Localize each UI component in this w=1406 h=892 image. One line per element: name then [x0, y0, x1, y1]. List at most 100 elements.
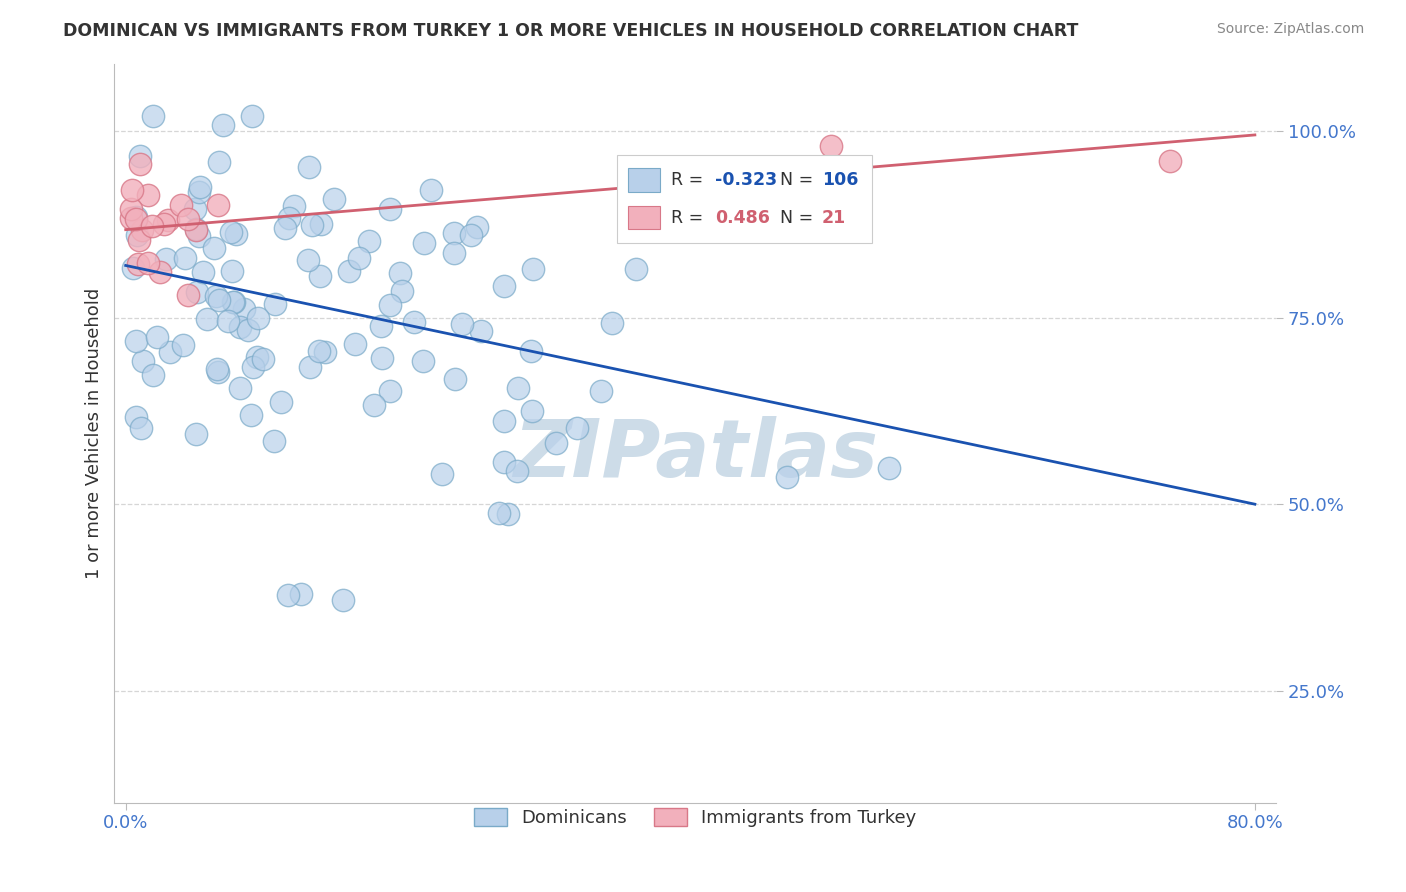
Point — [131, 354, 153, 368]
Point — [263, 434, 285, 449]
Point — [125, 410, 148, 425]
Point — [488, 507, 510, 521]
Point — [347, 251, 370, 265]
Point — [567, 421, 589, 435]
Text: DOMINICAN VS IMMIGRANTS FROM TURKEY 1 OR MORE VEHICLES IN HOUSEHOLD CORRELATION : DOMINICAN VS IMMIGRANTS FROM TURKEY 1 OR… — [63, 22, 1078, 40]
Point — [359, 234, 381, 248]
Point — [522, 262, 544, 277]
Point — [391, 284, 413, 298]
Point — [222, 294, 245, 309]
Point — [332, 593, 354, 607]
Point — [207, 362, 229, 376]
Point — [522, 404, 544, 418]
Point — [236, 322, 259, 336]
Point — [125, 212, 148, 227]
Point — [323, 192, 346, 206]
Text: N =: N = — [780, 209, 824, 227]
Text: R =: R = — [671, 209, 714, 227]
Point — [149, 265, 172, 279]
Point — [419, 183, 441, 197]
Point — [174, 251, 197, 265]
Point — [232, 301, 254, 316]
Point — [389, 267, 412, 281]
Point — [432, 467, 454, 481]
Point — [136, 187, 159, 202]
Point — [128, 156, 150, 170]
Point — [159, 344, 181, 359]
Point — [229, 319, 252, 334]
FancyBboxPatch shape — [628, 169, 661, 192]
Point — [221, 264, 243, 278]
Point — [776, 469, 799, 483]
Point — [217, 314, 239, 328]
Point — [371, 351, 394, 366]
Point — [187, 186, 209, 200]
Text: 106: 106 — [823, 171, 858, 189]
Point — [309, 218, 332, 232]
Y-axis label: 1 or more Vehicles in Household: 1 or more Vehicles in Household — [86, 288, 103, 579]
Text: R =: R = — [671, 171, 709, 189]
Point — [309, 268, 332, 283]
Point — [184, 202, 207, 216]
Point — [141, 219, 163, 233]
Point — [146, 330, 169, 344]
Point — [492, 279, 515, 293]
Point — [129, 421, 152, 435]
Point — [314, 345, 336, 359]
Point — [184, 223, 207, 237]
FancyBboxPatch shape — [628, 206, 661, 229]
Point — [125, 334, 148, 349]
Point — [242, 360, 264, 375]
Point — [600, 316, 623, 330]
Point — [298, 160, 321, 174]
Point — [591, 384, 613, 398]
Point — [136, 256, 159, 270]
Point — [308, 344, 330, 359]
Text: 0.486: 0.486 — [716, 209, 770, 227]
Point — [156, 212, 179, 227]
Point — [363, 398, 385, 412]
Point — [229, 381, 252, 395]
Text: -0.323: -0.323 — [716, 171, 778, 189]
Point — [128, 234, 150, 248]
Point — [443, 372, 465, 386]
Point — [128, 149, 150, 163]
Point — [380, 384, 402, 398]
Point — [270, 394, 292, 409]
Point — [155, 252, 177, 267]
Point — [378, 298, 401, 312]
Point — [121, 183, 143, 197]
Point — [378, 202, 401, 217]
Point — [184, 426, 207, 441]
Point — [120, 211, 142, 225]
Point — [404, 316, 426, 330]
Point — [125, 210, 148, 224]
Point — [344, 337, 367, 351]
Point — [177, 288, 200, 302]
Point — [131, 222, 153, 236]
Point — [153, 217, 176, 231]
Point — [546, 436, 568, 450]
Point — [299, 360, 322, 375]
Point — [188, 179, 211, 194]
Point — [202, 241, 225, 255]
Point — [412, 353, 434, 368]
Point — [443, 246, 465, 260]
Point — [240, 109, 263, 123]
Point — [370, 318, 392, 333]
Point — [494, 414, 516, 428]
Point — [186, 285, 208, 299]
Point — [205, 289, 228, 303]
Point — [624, 262, 647, 277]
Point — [494, 455, 516, 469]
Point — [142, 368, 165, 382]
Point — [337, 263, 360, 277]
Point — [122, 261, 145, 276]
Point — [496, 507, 519, 521]
Point — [508, 381, 530, 395]
Point — [142, 109, 165, 123]
Point — [1159, 153, 1181, 168]
Point — [222, 294, 245, 309]
Point — [520, 343, 543, 358]
Point — [247, 310, 270, 325]
